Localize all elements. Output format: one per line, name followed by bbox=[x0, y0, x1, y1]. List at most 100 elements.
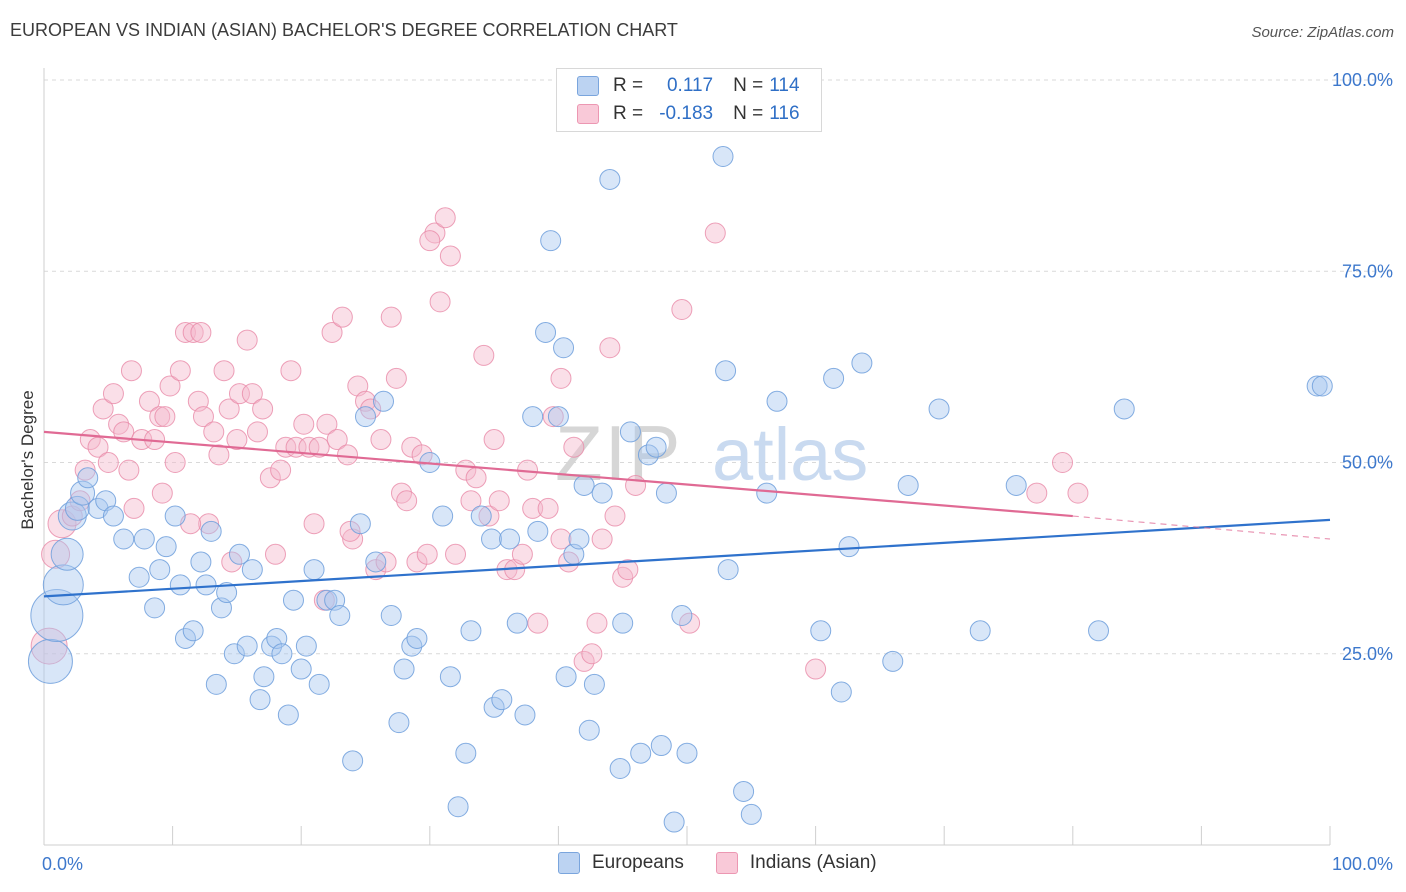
data-point-europeans bbox=[599, 168, 621, 190]
data-point-europeans bbox=[1005, 474, 1027, 496]
data-point-indians bbox=[190, 321, 212, 343]
data-point-europeans bbox=[609, 758, 631, 779]
data-point-europeans bbox=[174, 627, 196, 649]
data-point-indians bbox=[198, 513, 220, 535]
data-point-europeans bbox=[77, 467, 99, 489]
data-point-europeans bbox=[455, 742, 477, 764]
data-point-indians bbox=[180, 513, 202, 535]
data-point-europeans bbox=[277, 704, 299, 726]
data-point-europeans bbox=[447, 796, 469, 818]
data-point-indians bbox=[270, 459, 292, 481]
data-point-europeans bbox=[27, 638, 73, 684]
data-point-europeans bbox=[190, 551, 212, 573]
data-point-europeans bbox=[393, 658, 415, 680]
data-point-indians bbox=[347, 375, 369, 397]
data-point-indians bbox=[1067, 482, 1089, 504]
data-point-indians bbox=[182, 321, 204, 343]
data-point-europeans bbox=[316, 589, 338, 611]
data-point-indians bbox=[473, 344, 495, 366]
data-point-indians bbox=[331, 306, 353, 328]
data-point-europeans bbox=[573, 474, 595, 496]
data-point-europeans bbox=[373, 390, 395, 412]
data-point-europeans bbox=[128, 566, 150, 588]
data-point-indians bbox=[228, 383, 250, 405]
legend-n-value-indians: 116 bbox=[769, 103, 800, 124]
data-point-indians bbox=[586, 612, 608, 634]
data-point-europeans bbox=[329, 605, 351, 626]
data-point-europeans bbox=[50, 537, 84, 571]
data-point-indians bbox=[550, 528, 572, 550]
data-point-europeans bbox=[308, 673, 330, 695]
data-point-europeans bbox=[282, 589, 304, 611]
data-point-indians bbox=[370, 429, 392, 451]
data-point-europeans bbox=[133, 528, 155, 550]
data-point-europeans bbox=[290, 658, 312, 680]
data-point-indians bbox=[617, 559, 639, 581]
data-point-indians bbox=[439, 245, 461, 267]
data-point-europeans bbox=[1311, 375, 1333, 397]
data-point-indians bbox=[293, 413, 315, 435]
data-point-indians bbox=[97, 452, 119, 473]
legend-n-value-europeans: 114 bbox=[769, 75, 800, 96]
data-point-europeans bbox=[164, 505, 186, 527]
data-point-indians bbox=[41, 539, 71, 569]
data-point-europeans bbox=[612, 612, 634, 634]
data-point-europeans bbox=[439, 666, 461, 688]
data-point-indians bbox=[599, 337, 621, 359]
data-point-indians bbox=[30, 627, 68, 665]
data-point-europeans bbox=[650, 735, 672, 757]
data-point-europeans bbox=[823, 367, 845, 389]
data-point-indians bbox=[339, 520, 361, 542]
data-point-indians bbox=[61, 505, 83, 527]
data-point-indians bbox=[74, 459, 96, 481]
data-point-indians bbox=[280, 360, 302, 382]
data-point-indians bbox=[154, 406, 176, 428]
legend-r-value-europeans: 0.117 bbox=[666, 75, 714, 96]
data-point-europeans bbox=[271, 643, 293, 665]
data-point-europeans bbox=[1113, 398, 1135, 420]
data-point-indians bbox=[411, 444, 433, 466]
trend-line-indians bbox=[43, 430, 1073, 518]
data-point-indians bbox=[527, 612, 549, 634]
legend-swatch-indians bbox=[577, 104, 599, 124]
data-point-europeans bbox=[540, 230, 562, 252]
data-point-indians bbox=[226, 429, 248, 451]
data-point-indians bbox=[252, 398, 274, 420]
data-point-europeans bbox=[851, 352, 873, 374]
data-point-indians bbox=[102, 383, 124, 405]
data-point-europeans bbox=[303, 559, 325, 581]
data-point-europeans bbox=[195, 574, 217, 596]
data-point-europeans bbox=[645, 436, 667, 458]
data-point-indians bbox=[704, 222, 726, 244]
data-point-europeans bbox=[182, 620, 204, 642]
data-point-europeans bbox=[619, 421, 641, 443]
data-point-europeans bbox=[42, 564, 84, 606]
y-tick-label: 75.0% bbox=[1342, 261, 1393, 281]
data-point-indians bbox=[213, 360, 235, 382]
data-point-europeans bbox=[882, 650, 904, 672]
data-point-indians bbox=[192, 406, 214, 428]
data-point-indians bbox=[221, 551, 243, 573]
data-point-europeans bbox=[830, 681, 852, 703]
data-point-indians bbox=[488, 490, 510, 512]
data-point-indians bbox=[416, 543, 438, 565]
data-point-europeans bbox=[491, 689, 513, 711]
data-point-europeans bbox=[388, 712, 410, 734]
legend-label-europeans: Europeans bbox=[592, 852, 684, 873]
data-point-europeans bbox=[144, 597, 166, 619]
data-point-indians bbox=[550, 367, 572, 389]
legend-swatch-indians bbox=[715, 852, 738, 874]
data-point-europeans bbox=[810, 620, 832, 642]
data-point-europeans bbox=[295, 635, 317, 657]
data-point-indians bbox=[92, 398, 114, 420]
data-point-europeans bbox=[630, 742, 652, 764]
data-point-indians bbox=[542, 406, 564, 428]
data-point-indians bbox=[218, 398, 240, 420]
trend-line-europeans bbox=[43, 518, 1331, 598]
y-tick-label: 25.0% bbox=[1342, 644, 1393, 664]
data-point-europeans bbox=[583, 673, 605, 695]
legend-n-label: N = bbox=[733, 103, 764, 124]
data-point-europeans bbox=[149, 559, 171, 581]
data-point-europeans bbox=[553, 337, 575, 359]
